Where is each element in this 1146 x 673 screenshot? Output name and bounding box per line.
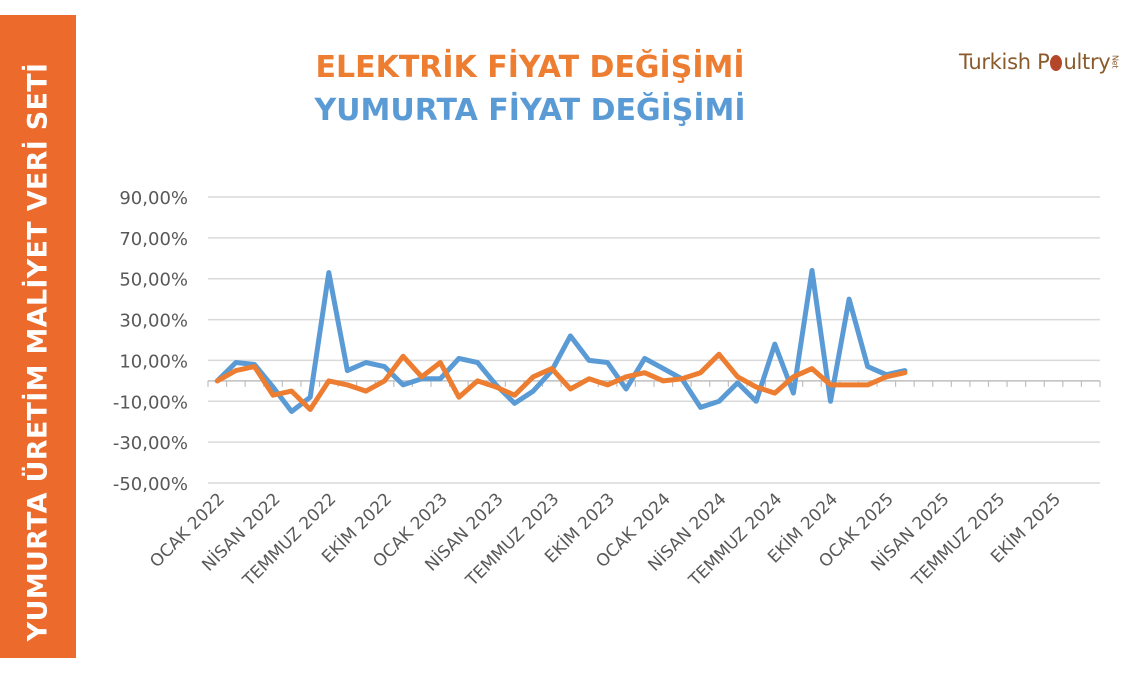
brand-suffix: Net bbox=[1110, 54, 1120, 68]
y-tick-label: 50,00% bbox=[119, 270, 188, 291]
y-tick-label: 30,00% bbox=[119, 311, 188, 332]
series-line-electric bbox=[214, 351, 908, 412]
chart-title-electric: ELEKTRİK FİYAT DEĞİŞİMİ bbox=[315, 50, 745, 85]
series-line-egg bbox=[214, 268, 908, 414]
y-tick-label: 70,00% bbox=[119, 229, 188, 250]
chart-title-egg: YUMURTA FİYAT DEĞİŞİMİ bbox=[314, 93, 746, 128]
y-tick-label: 10,00% bbox=[119, 351, 188, 372]
brand-text-1: Turkish P bbox=[959, 50, 1050, 74]
y-tick-label: -50,00% bbox=[113, 474, 188, 495]
y-tick-label: 90,00% bbox=[119, 188, 188, 209]
y-tick-label: -10,00% bbox=[113, 392, 188, 413]
side-band: YUMURTA ÜRETİM MALİYET VERİ SETİ bbox=[0, 15, 76, 658]
egg-icon bbox=[1050, 55, 1063, 71]
y-tick-label: -30,00% bbox=[113, 433, 188, 454]
brand-logo: Turkish P ultryNet bbox=[959, 50, 1119, 74]
brand-text-2: ultry bbox=[1063, 50, 1111, 74]
